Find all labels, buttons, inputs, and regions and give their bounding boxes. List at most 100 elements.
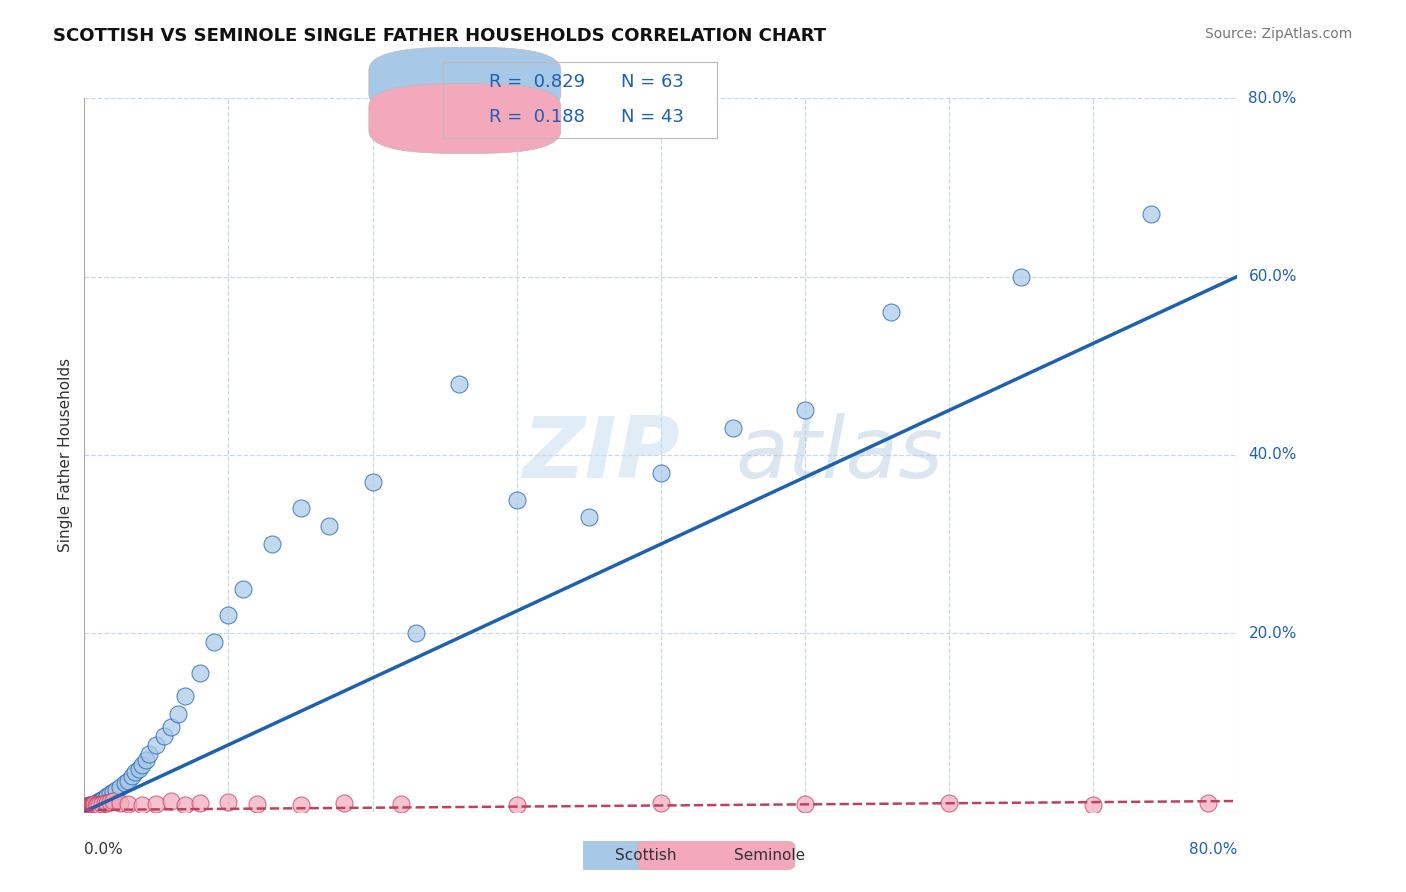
Point <box>110 780 132 794</box>
Point <box>174 689 197 703</box>
Point <box>880 305 903 319</box>
Point <box>260 537 283 551</box>
Point <box>794 403 817 417</box>
Point <box>188 796 211 810</box>
Text: 40.0%: 40.0% <box>1249 448 1296 462</box>
Point <box>75 801 97 815</box>
Point <box>75 802 97 816</box>
Point <box>1198 796 1220 810</box>
Point <box>145 797 167 811</box>
Point <box>361 475 384 489</box>
Text: N = 63: N = 63 <box>621 73 683 91</box>
Text: ZIP: ZIP <box>523 413 681 497</box>
Point <box>75 800 97 814</box>
Text: SCOTTISH VS SEMINOLE SINGLE FATHER HOUSEHOLDS CORRELATION CHART: SCOTTISH VS SEMINOLE SINGLE FATHER HOUSE… <box>53 27 827 45</box>
Y-axis label: Single Father Households: Single Father Households <box>58 358 73 552</box>
Point <box>87 796 110 810</box>
Point <box>218 608 240 623</box>
Point <box>76 801 98 815</box>
Point <box>138 747 160 761</box>
Point <box>84 796 107 810</box>
Point <box>128 762 150 776</box>
Point <box>79 799 101 814</box>
Point <box>794 797 817 811</box>
Point <box>77 799 100 814</box>
Point <box>152 729 174 743</box>
Point <box>90 797 112 811</box>
Point <box>76 799 98 814</box>
Point <box>105 783 128 797</box>
Point <box>91 792 114 806</box>
Text: Source: ZipAtlas.com: Source: ZipAtlas.com <box>1205 27 1353 41</box>
FancyBboxPatch shape <box>368 47 561 117</box>
FancyBboxPatch shape <box>519 837 676 874</box>
Point <box>76 801 98 815</box>
Point <box>114 776 136 790</box>
Point <box>83 797 105 811</box>
Point <box>318 519 340 533</box>
Point <box>232 582 254 596</box>
Point <box>290 501 312 516</box>
Point <box>124 764 146 779</box>
Point <box>79 799 101 814</box>
Point <box>1140 207 1163 221</box>
Point <box>650 796 672 810</box>
Point <box>650 466 672 480</box>
Point <box>167 706 190 721</box>
Point <box>89 794 111 808</box>
Point <box>96 796 118 810</box>
Point <box>96 789 118 803</box>
Point <box>75 801 97 815</box>
Text: 80.0%: 80.0% <box>1249 91 1296 105</box>
Point <box>98 787 121 801</box>
Point <box>77 800 100 814</box>
Point <box>75 800 97 814</box>
Point <box>405 626 427 640</box>
Point <box>117 773 139 788</box>
Point <box>174 797 197 812</box>
Text: 80.0%: 80.0% <box>1189 842 1237 857</box>
Point <box>145 738 167 752</box>
Point <box>188 666 211 681</box>
Point <box>103 794 124 808</box>
Point <box>160 720 183 734</box>
Point <box>121 769 143 783</box>
Point <box>93 796 115 810</box>
Point <box>80 799 103 814</box>
Point <box>76 800 98 814</box>
Point <box>333 796 356 810</box>
Point <box>83 797 105 811</box>
Point <box>86 797 108 812</box>
Point <box>86 796 108 810</box>
Point <box>83 799 105 814</box>
Point <box>87 794 110 808</box>
Point <box>246 797 269 811</box>
Point <box>80 797 103 812</box>
Point <box>87 797 110 812</box>
Point <box>76 802 98 816</box>
Text: R =  0.188: R = 0.188 <box>489 108 585 126</box>
Point <box>135 753 157 767</box>
Text: atlas: atlas <box>735 413 943 497</box>
Point <box>79 798 101 813</box>
Text: 0.0%: 0.0% <box>84 842 124 857</box>
Point <box>110 796 132 810</box>
Point <box>77 801 100 815</box>
Point <box>94 790 117 805</box>
Point <box>84 798 107 813</box>
Point <box>79 801 101 815</box>
Point <box>1083 797 1105 812</box>
Point <box>103 785 124 799</box>
FancyBboxPatch shape <box>368 84 561 153</box>
Point <box>578 510 600 524</box>
Point <box>202 635 225 649</box>
Point <box>84 797 107 811</box>
Point <box>83 797 105 812</box>
Point <box>98 795 121 809</box>
Point <box>82 800 104 814</box>
Point <box>76 800 98 814</box>
Point <box>131 758 153 772</box>
Point <box>506 492 529 507</box>
Point <box>80 800 103 814</box>
Point <box>160 794 183 808</box>
